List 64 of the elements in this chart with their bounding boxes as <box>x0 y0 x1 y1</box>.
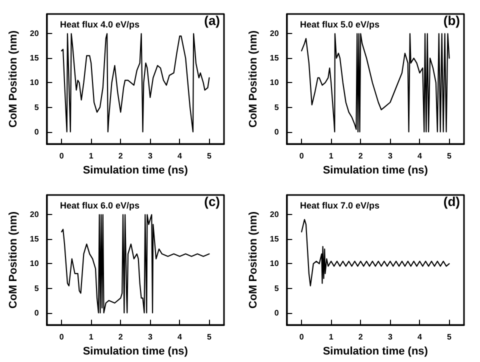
y-tick-label: 5 <box>274 284 280 293</box>
annotation: (c) <box>204 194 220 209</box>
x-tick-label: 2 <box>358 332 364 342</box>
x-axis-title: Simulation time (ns) <box>322 346 428 358</box>
line-series <box>301 218 450 286</box>
x-tick-label: 4 <box>177 332 182 342</box>
x-axis-title: Simulation time (ns) <box>82 164 188 176</box>
x-tick-label: 4 <box>417 152 422 161</box>
y-tick-label: 15 <box>270 234 280 244</box>
y-tick-label: 0 <box>34 127 40 136</box>
x-axis-title: Simulation time (ns) <box>322 164 428 176</box>
x-tick-label: 3 <box>388 152 393 161</box>
y-tick-label: 10 <box>270 78 280 88</box>
x-tick-label: 0 <box>59 152 64 161</box>
x-tick-label: 4 <box>417 332 422 342</box>
x-tick-label: 1 <box>328 332 334 342</box>
y-tick-label: 20 <box>270 210 280 220</box>
y-tick-label: 0 <box>274 308 280 318</box>
annotation: Heat flux 5.0 eV/ps <box>300 20 380 30</box>
y-tick-label: 15 <box>30 234 40 244</box>
x-tick-label: 0 <box>59 332 64 342</box>
y-axis-title: CoM Position (nm) <box>248 30 260 128</box>
annotation: (b) <box>443 13 460 28</box>
x-tick-label: 0 <box>299 152 304 161</box>
y-tick-label: 10 <box>30 259 40 268</box>
annotation: Heat flux 7.0 eV/ps <box>300 200 380 210</box>
y-tick-label: 20 <box>270 29 280 38</box>
x-tick-label: 5 <box>447 332 452 342</box>
x-tick-label: 5 <box>447 152 452 161</box>
x-tick-label: 0 <box>299 332 304 342</box>
annotation: (d) <box>443 194 460 209</box>
x-tick-label: 5 <box>207 152 212 161</box>
y-tick-label: 10 <box>270 259 280 268</box>
y-tick-label: 10 <box>30 78 40 88</box>
x-tick-label: 4 <box>177 152 182 161</box>
y-tick-label: 5 <box>34 102 40 112</box>
x-tick-label: 2 <box>358 152 364 161</box>
line-series <box>61 33 210 132</box>
x-tick-label: 2 <box>118 152 124 161</box>
x-tick-label: 3 <box>388 332 393 342</box>
y-tick-label: 20 <box>30 29 40 38</box>
y-axis-title: CoM Position (nm) <box>8 211 20 309</box>
x-axis-title: Simulation time (ns) <box>82 346 188 358</box>
line-series <box>301 33 450 132</box>
y-axis-title: CoM Position (nm) <box>248 211 260 309</box>
annotation: Heat flux 4.0 eV/ps <box>60 20 140 30</box>
x-tick-label: 1 <box>88 332 94 342</box>
x-tick-label: 1 <box>88 152 94 161</box>
line-series <box>61 214 210 314</box>
y-tick-label: 0 <box>34 308 40 318</box>
y-tick-label: 15 <box>30 54 40 63</box>
y-tick-label: 20 <box>30 210 40 220</box>
y-tick-label: 15 <box>270 54 280 63</box>
annotation: (a) <box>204 13 220 28</box>
y-tick-label: 5 <box>274 102 280 112</box>
y-axis-title: CoM Position (nm) <box>8 30 20 128</box>
x-tick-label: 5 <box>207 332 212 342</box>
annotation: Heat flux 6.0 eV/ps <box>60 200 140 210</box>
x-tick-label: 1 <box>328 152 334 161</box>
x-tick-label: 3 <box>148 152 153 161</box>
x-tick-label: 3 <box>148 332 153 342</box>
x-tick-label: 2 <box>118 332 124 342</box>
y-tick-label: 0 <box>274 127 280 136</box>
y-tick-label: 5 <box>34 284 40 293</box>
